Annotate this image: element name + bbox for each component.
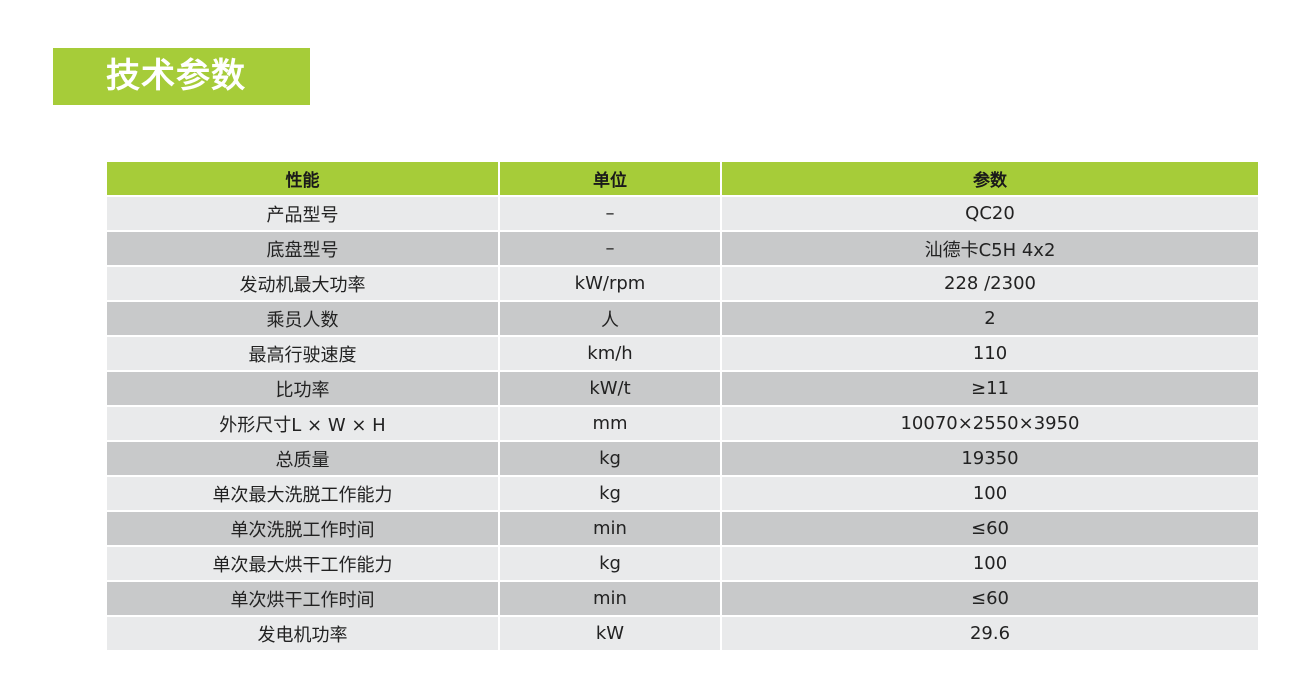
- spec-value: QC20: [720, 196, 1258, 232]
- spec-value: 2: [720, 301, 1258, 337]
- spec-name: 产品型号: [107, 196, 500, 232]
- spec-value: 29.6: [720, 616, 1258, 652]
- spec-unit: mm: [498, 406, 722, 442]
- spec-name: 总质量: [107, 441, 500, 477]
- spec-unit: kW: [498, 616, 722, 652]
- table-row: 乘员人数人 2: [107, 301, 1258, 337]
- spec-value: 19350: [720, 441, 1258, 477]
- spec-name: 单次最大洗脱工作能力: [107, 476, 500, 512]
- table-row: 发电机功率 kW 29.6: [107, 616, 1258, 652]
- spec-value: ≥11: [720, 371, 1258, 407]
- spec-value: 100: [720, 476, 1258, 512]
- spec-unit: kW/rpm: [498, 266, 722, 302]
- spec-name: 发动机最大功率: [107, 266, 500, 302]
- spec-name: 乘员人数: [107, 301, 500, 337]
- spec-unit: min: [498, 511, 722, 547]
- spec-value: 228 /2300: [720, 266, 1258, 302]
- table-row: 单次烘干工作时间 min ≤60: [107, 581, 1258, 617]
- spec-value: ≤60: [720, 581, 1258, 617]
- spec-name: 发电机功率: [107, 616, 500, 652]
- spec-unit: kg: [498, 546, 722, 582]
- spec-name: 底盘型号: [107, 231, 500, 267]
- spec-unit: min: [498, 581, 722, 617]
- spec-unit: km/h: [498, 336, 722, 372]
- table-row: 单次洗脱工作时间 min ≤60: [107, 511, 1258, 547]
- spec-name: 最高行驶速度: [107, 336, 500, 372]
- page-title: 技术参数: [53, 48, 310, 105]
- spec-value: 汕德卡C5H 4x2: [720, 231, 1258, 267]
- spec-unit: –: [498, 231, 722, 267]
- spec-name: 单次烘干工作时间: [107, 581, 500, 617]
- table-header: 性能 单位 参数: [107, 162, 1258, 197]
- spec-unit: kg: [498, 441, 722, 477]
- table-row: 单次最大洗脱工作能力 kg 100: [107, 476, 1258, 512]
- spec-name: 单次最大烘干工作能力: [107, 546, 500, 582]
- spec-unit: kW/t: [498, 371, 722, 407]
- table-row: 总质量 kg 19350: [107, 441, 1258, 477]
- spec-table: 性能 单位 参数 产品型号 – QC20 底盘型号 – 汕德卡C5H 4x2 发动机最大功率…: [107, 162, 1258, 652]
- spec-unit: kg: [498, 476, 722, 512]
- spec-name: 比功率: [107, 371, 500, 407]
- table-row: 单次最大烘干工作能力 kg 100: [107, 546, 1258, 582]
- table-row: 最高行驶速度 km/h 110: [107, 336, 1258, 372]
- spec-value: 10070×2550×3950: [720, 406, 1258, 442]
- spec-value: ≤60: [720, 511, 1258, 547]
- spec-name: 单次洗脱工作时间: [107, 511, 500, 547]
- header-parameter: 参数: [720, 162, 1258, 197]
- header-performance: 性能: [107, 162, 500, 197]
- table-row: 底盘型号 – 汕德卡C5H 4x2: [107, 231, 1258, 267]
- table-row: 发动机最大功率 kW/rpm 228 /2300: [107, 266, 1258, 302]
- spec-unit: –: [498, 196, 722, 232]
- table-row: 产品型号 – QC20: [107, 196, 1258, 232]
- spec-unit: 人: [498, 301, 722, 337]
- spec-value: 100: [720, 546, 1258, 582]
- spec-value: 110: [720, 336, 1258, 372]
- table-row: 比功率 kW/t ≥11: [107, 371, 1258, 407]
- spec-name: 外形尺寸L × W × H: [107, 406, 500, 442]
- header-unit: 单位: [498, 162, 722, 197]
